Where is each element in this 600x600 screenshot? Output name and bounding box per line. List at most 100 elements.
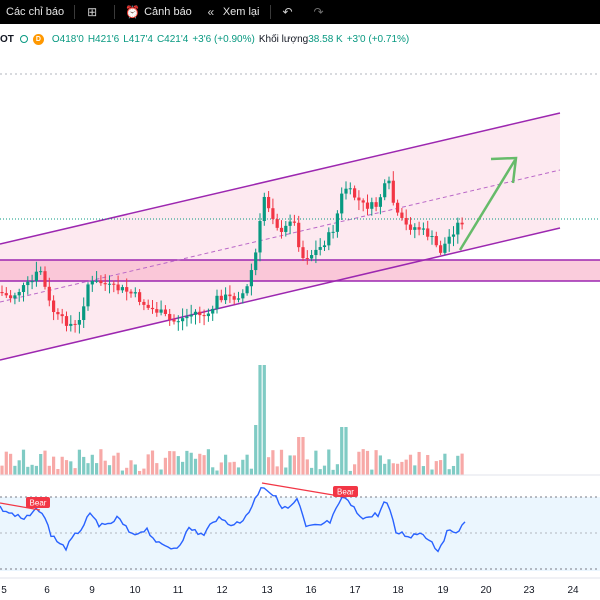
candle-body <box>0 292 4 294</box>
volume-bar <box>460 453 464 475</box>
volume-bar <box>64 460 69 475</box>
candle-body <box>460 222 464 225</box>
volume-bar <box>150 450 155 475</box>
candle-body <box>305 258 309 260</box>
volume-bar <box>163 457 167 475</box>
candle-body <box>30 281 34 283</box>
x-tick-label: 11 <box>173 585 184 596</box>
volume-bar <box>236 467 241 475</box>
volume-bar <box>146 454 150 475</box>
candle-body <box>189 314 193 317</box>
volume-bar <box>219 462 223 475</box>
alarm-clock-icon: ⏰ <box>125 5 141 19</box>
candle-body <box>288 221 292 226</box>
candle-body <box>292 221 296 223</box>
candle-body <box>120 287 124 291</box>
volume-bar <box>120 470 124 475</box>
volume-bar <box>430 469 434 475</box>
alerts-label: Cảnh báo <box>144 6 192 18</box>
candle-body <box>340 193 344 214</box>
redo-button[interactable]: ↷ <box>306 0 337 24</box>
candle-body <box>426 228 430 237</box>
volume-bar <box>245 454 249 475</box>
volume-bar <box>267 457 271 475</box>
candle-body <box>387 180 391 184</box>
volume-bar <box>86 463 90 475</box>
toolbar-divider <box>114 5 116 19</box>
candle-body <box>232 296 236 300</box>
candle-body <box>155 309 159 313</box>
indicators-button[interactable]: Các chỉ báo <box>0 0 70 24</box>
ohlc-high: H421'6 <box>87 33 120 45</box>
volume-bar <box>426 454 430 475</box>
candle-body <box>112 283 116 285</box>
candle-body <box>447 236 451 244</box>
candle-body <box>103 283 107 285</box>
channel-upper-line <box>0 112 561 245</box>
candle-body <box>456 222 460 235</box>
volume-bar <box>193 458 198 475</box>
candle-body <box>310 255 314 259</box>
candle-body <box>357 197 361 201</box>
volume-bar <box>90 454 94 475</box>
candle-body <box>262 196 266 222</box>
candle-body <box>430 236 434 238</box>
candle-body <box>17 292 21 296</box>
volume-bar <box>228 462 232 475</box>
volume-bar <box>335 464 339 475</box>
x-tick-label: 24 <box>567 585 579 596</box>
x-tick-label: 12 <box>216 585 228 596</box>
alerts-button[interactable]: ⏰ Cảnh báo <box>119 0 198 24</box>
candle-body <box>258 221 262 253</box>
volume-bar <box>301 437 305 475</box>
volume-bar <box>107 465 112 475</box>
layout-grid-button[interactable]: ⊞ <box>79 0 110 24</box>
candle-body <box>241 293 245 299</box>
volume-bar <box>198 453 202 475</box>
bear-label-1[interactable]: Bear <box>26 497 50 508</box>
volume-bar <box>77 449 81 475</box>
volume-bar <box>387 459 391 475</box>
candle-body <box>327 232 331 246</box>
volume-bar <box>284 467 288 475</box>
candle-body <box>39 271 43 273</box>
candle-body <box>249 270 253 287</box>
volume-bar <box>417 451 421 475</box>
volume-bar <box>400 461 404 475</box>
volume-bar <box>353 464 357 475</box>
volume-bar <box>82 456 86 475</box>
candle-body <box>52 300 56 313</box>
volume-bar <box>378 455 382 475</box>
candle-body <box>77 320 81 325</box>
candle-body <box>211 308 215 314</box>
undo-button[interactable]: ↶ <box>275 0 306 24</box>
volume-bar <box>340 427 344 475</box>
volume-change: +3'0 (+0.71%) <box>346 33 410 45</box>
volume-bar <box>322 465 327 475</box>
redo-icon: ↷ <box>313 5 324 19</box>
volume-bar <box>292 455 296 475</box>
replay-button[interactable]: « Xem lại <box>198 0 266 24</box>
candle-body <box>168 313 172 320</box>
candle-body <box>413 227 417 230</box>
symbol-name[interactable]: OT <box>0 33 14 45</box>
replay-label: Xem lại <box>222 6 260 18</box>
candle-body <box>421 228 425 230</box>
candle-body <box>417 227 421 230</box>
volume-bar <box>357 451 361 475</box>
volume-bar <box>404 459 408 475</box>
volume-bar <box>391 463 395 475</box>
volume-bar <box>159 469 163 475</box>
candle-body <box>391 180 395 203</box>
volume-bar <box>206 449 210 475</box>
time-axis[interactable]: 5 6 9 10 11 12 13 16 17 18 19 20 23 24 <box>1 585 579 596</box>
candle-body <box>60 314 64 317</box>
bear-label-2[interactable]: Bear <box>333 486 358 497</box>
volume-bar <box>279 449 284 475</box>
candle-body <box>404 217 408 225</box>
volume-bar <box>365 450 370 475</box>
candle-body <box>47 286 51 301</box>
volume-bar <box>73 468 77 475</box>
x-tick-label: 6 <box>44 585 50 596</box>
